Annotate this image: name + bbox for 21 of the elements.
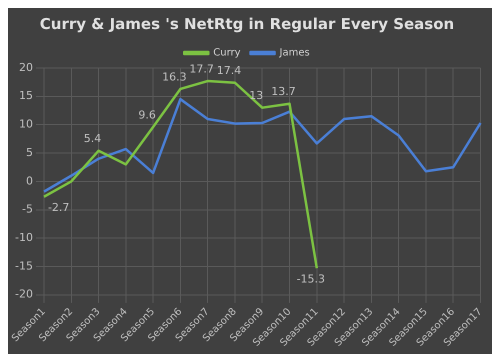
data-label: 5.4 <box>84 132 102 146</box>
legend-label: Curry <box>213 48 241 59</box>
chart-title: Curry & James 's NetRtg in Regular Every Season <box>40 14 454 33</box>
data-label: 9.6 <box>138 108 156 122</box>
legend-label: James <box>278 48 310 59</box>
data-label: -15.3 <box>296 272 326 286</box>
y-tick-label: -20 <box>15 288 33 301</box>
data-label: 13.7 <box>271 85 296 98</box>
data-label: 17.4 <box>216 64 242 78</box>
y-tick-label: 10 <box>18 118 33 131</box>
data-label: 16.3 <box>162 70 187 84</box>
y-tick-label: 20 <box>18 60 33 74</box>
y-tick-label: 5 <box>26 146 33 159</box>
y-tick-label: 15 <box>18 89 33 102</box>
y-tick-label: -15 <box>15 259 33 272</box>
y-tick-label: -10 <box>15 231 33 244</box>
data-label: -2.7 <box>48 201 70 214</box>
data-label: 17.7 <box>189 62 214 76</box>
data-label: 13 <box>249 89 264 102</box>
y-tick-label: -5 <box>22 202 33 216</box>
y-tick-label: 0 <box>26 174 33 188</box>
